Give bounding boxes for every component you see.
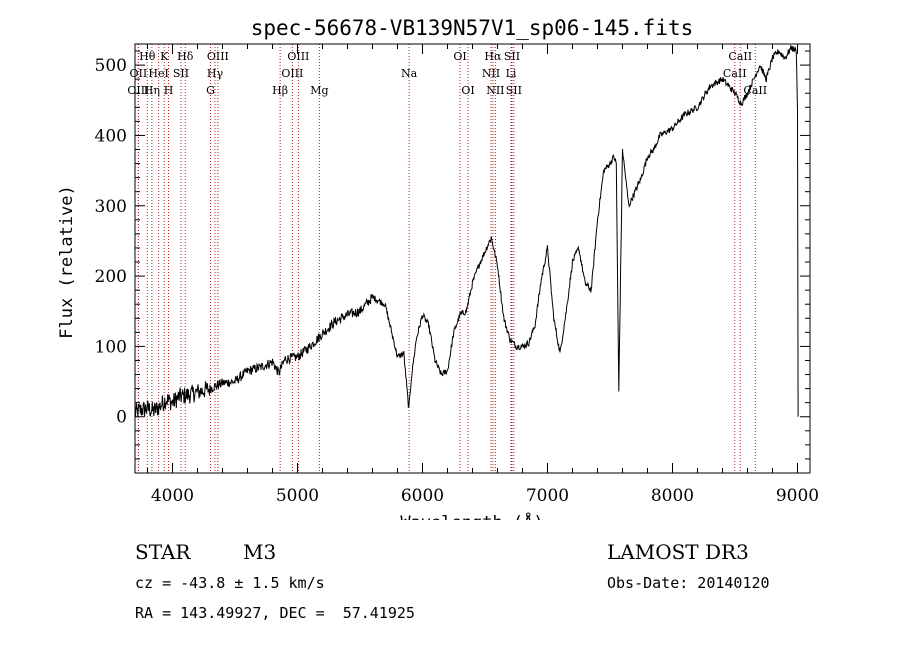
x-tick-label-0: 4000 — [151, 486, 194, 506]
line-label-6: H — [164, 84, 174, 97]
line-label-4: HeI — [148, 67, 168, 80]
line-label-10: Hγ — [207, 67, 224, 80]
line-label-22: Li — [506, 67, 517, 80]
line-label-18: OI — [461, 84, 474, 97]
spectral-line-labels: HθOIIOIIIHηHeIKHSIIHδGHγOIIIHβOIIIOIIIMg… — [127, 50, 767, 97]
coordinates: RA = 143.49927, DEC = 57.41925 — [135, 604, 415, 622]
x-tick-label-4: 8000 — [651, 486, 694, 506]
redshift-readout: cz = -43.8 ± 1.5 km/s — [135, 574, 325, 592]
line-label-9: G — [206, 84, 215, 97]
y-tick-label-3: 300 — [95, 197, 127, 217]
obs-date: Obs-Date: 20140120 — [607, 574, 770, 592]
line-label-13: OIII — [281, 67, 303, 80]
line-label-15: Mg — [310, 84, 328, 97]
line-label-12: Hβ — [272, 84, 288, 97]
y-axis-label: Flux (relative) — [57, 185, 77, 339]
y-tick-label-1: 100 — [95, 337, 127, 357]
axis-ticks — [135, 44, 810, 474]
plot-frame — [134, 43, 811, 474]
y-tick-label-4: 400 — [95, 126, 127, 146]
y-tick-label-0: 0 — [116, 408, 127, 428]
line-label-21: NII — [486, 84, 504, 97]
spectrum-line — [134, 45, 799, 418]
line-label-5: K — [160, 50, 169, 63]
y-tick-label-2: 200 — [95, 267, 127, 287]
line-label-0: Hθ — [139, 50, 156, 63]
survey-name: LAMOST DR3 — [607, 540, 749, 564]
chart-title: spec-56678-VB139N57V1_sp06-145.fits — [251, 16, 694, 40]
spectral-line-markers — [137, 44, 756, 473]
line-label-14: OIII — [287, 50, 309, 63]
line-label-24: SII — [506, 84, 522, 97]
x-tick-label-3: 7000 — [526, 486, 569, 506]
line-label-20: Hα — [484, 50, 502, 63]
line-label-16: Na — [401, 67, 418, 80]
line-label-25: CaII — [723, 67, 747, 80]
line-label-7: SII — [173, 67, 189, 80]
tick-labels: 4000 5000 6000 7000 8000 9000 0 100 200 300 400 500 — [95, 56, 820, 506]
line-label-11: OIII — [207, 50, 229, 63]
line-label-26: CaII — [728, 50, 752, 63]
x-tick-label-5: 9000 — [776, 486, 819, 506]
line-label-2: OIII — [127, 84, 149, 97]
spectrum-chart: spec-56678-VB139N57V1_sp06-145.fits Hθ OI… — [57, 16, 820, 520]
line-label-3: Hη — [144, 84, 160, 97]
object-subclass: M3 — [243, 540, 277, 564]
y-tick-label-5: 500 — [95, 56, 127, 76]
line-label-19: NII — [482, 67, 500, 80]
line-label-1: OII — [130, 67, 148, 80]
x-tick-label-2: 6000 — [401, 486, 444, 506]
object-class: STAR — [135, 540, 191, 564]
line-label-8: Hδ — [177, 50, 194, 63]
line-label-17: OI — [453, 50, 466, 63]
x-axis-label: Wavelength (Å) — [400, 511, 543, 520]
line-label-23: SII — [504, 50, 520, 63]
x-tick-label-1: 5000 — [276, 486, 319, 506]
